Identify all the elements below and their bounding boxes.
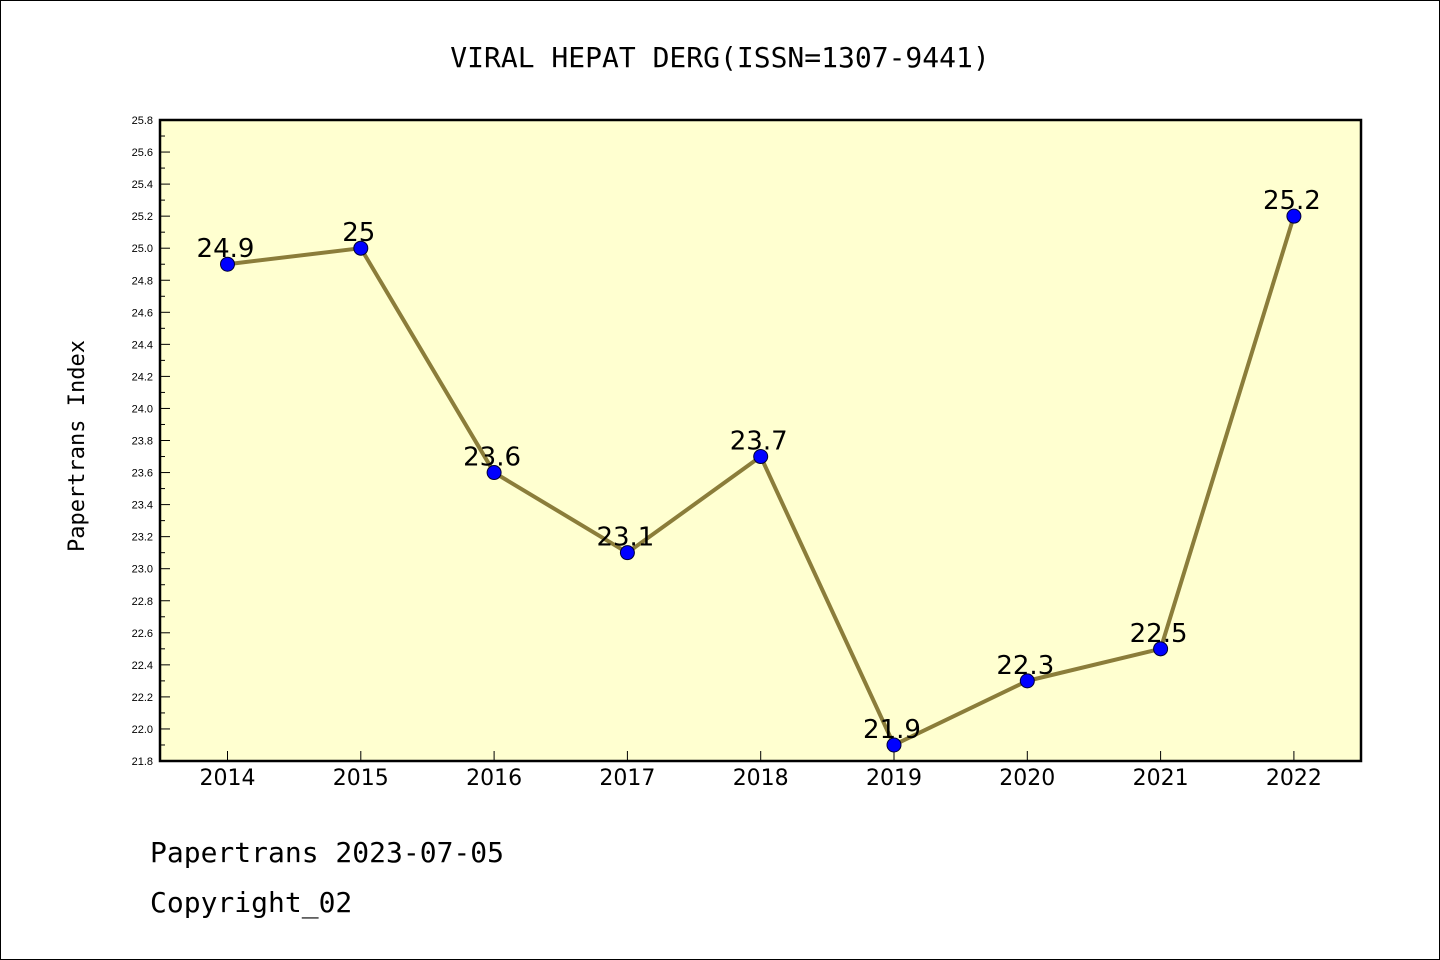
y-tick-label: 25.0 bbox=[132, 243, 153, 255]
y-tick-label: 25.2 bbox=[132, 211, 153, 223]
x-tick-label: 2017 bbox=[599, 766, 655, 791]
y-tick-label: 24.4 bbox=[132, 339, 153, 351]
y-tick-label: 22.2 bbox=[132, 692, 153, 704]
y-tick-label: 23.0 bbox=[132, 564, 153, 576]
footer-date-text: Papertrans 2023-07-05 bbox=[150, 836, 505, 869]
data-series bbox=[220, 208, 1302, 753]
x-tick-label: 2021 bbox=[1133, 766, 1189, 791]
x-tick-label: 2014 bbox=[200, 766, 256, 791]
y-tick-label: 24.0 bbox=[132, 403, 153, 415]
y-tick-label: 21.8 bbox=[132, 756, 153, 768]
y-tick-label: 25.4 bbox=[132, 179, 153, 191]
y-axis-ticks: 21.8 22.0 22.2 22.4 22.6 22.8 23.0 23.2 23.4 23.6… bbox=[132, 115, 170, 768]
data-point bbox=[1019, 673, 1035, 689]
y-tick-label: 22.6 bbox=[132, 628, 153, 640]
y-tick-label: 22.0 bbox=[132, 724, 153, 736]
x-tick-label: 2018 bbox=[733, 766, 789, 791]
y-tick-label: 22.8 bbox=[132, 596, 153, 608]
y-tick-label: 25.8 bbox=[132, 115, 153, 127]
y-tick-label: 24.8 bbox=[132, 275, 153, 287]
data-point bbox=[220, 256, 235, 272]
data-label: 25 bbox=[342, 218, 375, 248]
y-tick-label: 24.6 bbox=[132, 307, 153, 319]
y-tick-label: 23.2 bbox=[132, 532, 153, 544]
data-point bbox=[353, 240, 369, 256]
y-axis-label: Papertrans Index bbox=[65, 340, 90, 552]
data-label: 23.7 bbox=[730, 427, 788, 457]
y-tick-label: 22.4 bbox=[132, 660, 153, 672]
data-point bbox=[1286, 208, 1302, 224]
data-label: 23.6 bbox=[463, 443, 521, 473]
data-label: 23.1 bbox=[596, 523, 654, 553]
y-tick-label: 25.6 bbox=[132, 147, 153, 159]
y-tick-label: 23.4 bbox=[132, 500, 153, 512]
y-tick-label: 23.8 bbox=[132, 436, 153, 448]
data-point bbox=[486, 465, 502, 481]
x-tick-label: 2015 bbox=[333, 766, 389, 791]
data-label: 21.9 bbox=[863, 715, 921, 745]
x-tick-label: 2020 bbox=[999, 766, 1055, 791]
data-labels: 24.9 25 23.6 23.1 23.7 21.9 22.3 22.5 25.2 bbox=[197, 186, 1321, 745]
x-tick-label: 2019 bbox=[866, 766, 922, 791]
y-tick-label: 23.6 bbox=[132, 468, 153, 480]
chart-title: VIRAL HEPAT DERG(ISSN=1307-9441) bbox=[450, 41, 989, 74]
y-tick-label: 24.2 bbox=[132, 371, 153, 383]
data-label: 24.9 bbox=[197, 234, 255, 264]
data-point bbox=[753, 449, 769, 465]
data-point bbox=[619, 545, 635, 561]
data-label: 22.5 bbox=[1130, 619, 1188, 649]
data-point bbox=[1153, 641, 1169, 657]
x-axis-ticks: 2014 2015 2016 2017 2018 2019 2020 2021 2022 bbox=[200, 751, 1322, 791]
x-tick-label: 2022 bbox=[1266, 766, 1322, 791]
x-tick-label: 2016 bbox=[466, 766, 522, 791]
data-point bbox=[886, 737, 902, 753]
footer-copyright-text: Copyright_02 bbox=[150, 886, 353, 919]
data-label: 22.3 bbox=[996, 651, 1054, 681]
data-label: 25.2 bbox=[1263, 186, 1321, 216]
